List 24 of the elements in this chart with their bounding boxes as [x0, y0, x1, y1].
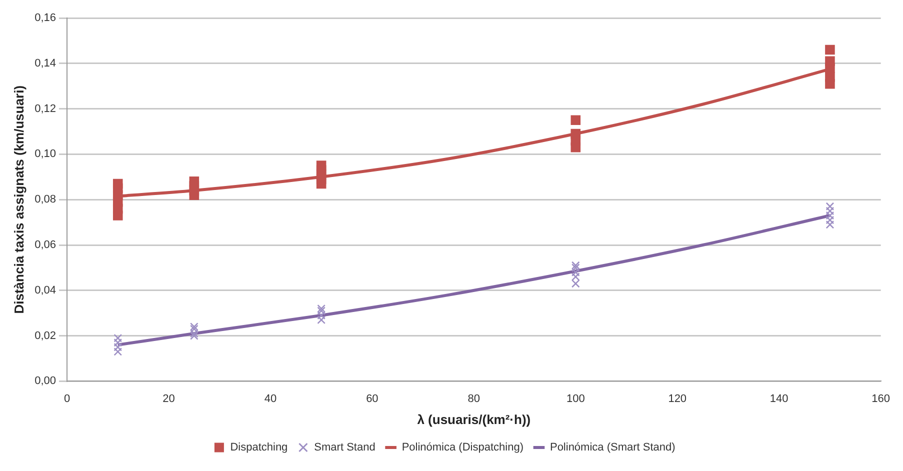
- x-tick-label: 140: [770, 392, 788, 405]
- x-tick-label: 100: [566, 392, 585, 405]
- x-tick-label: 120: [668, 392, 687, 405]
- y-tick-label: 0,12: [34, 102, 56, 115]
- y-tick-label: 0,00: [34, 375, 56, 388]
- x-tick-label: 40: [264, 392, 277, 405]
- y-tick-label: 0,08: [34, 194, 56, 206]
- x-tick-label: 60: [366, 392, 378, 405]
- x-tick-label: 20: [162, 392, 175, 405]
- x-tick-label: 80: [468, 392, 480, 405]
- y-axis-title: Distància taxis assignats (km/usuari): [11, 85, 26, 314]
- x-tick-label: 160: [872, 392, 890, 405]
- y-tick-label: 0,14: [34, 57, 56, 70]
- y-tick-label: 0,16: [34, 12, 56, 24]
- legend-label: Polinómica (Smart Stand): [550, 442, 676, 454]
- y-tick-label: 0,06: [34, 239, 56, 252]
- x-axis-title: λ (usuaris/(km²·h)): [417, 412, 531, 427]
- y-tick-label: 0,02: [34, 330, 56, 342]
- legend-label: Dispatching: [230, 442, 288, 454]
- x-tick-label: 0: [64, 392, 70, 405]
- y-tick-label: 0,10: [34, 148, 56, 160]
- y-tick-label: 0,04: [34, 284, 56, 296]
- legend-label: Smart Stand: [314, 442, 376, 454]
- legend-label: Polinómica (Dispatching): [402, 442, 524, 454]
